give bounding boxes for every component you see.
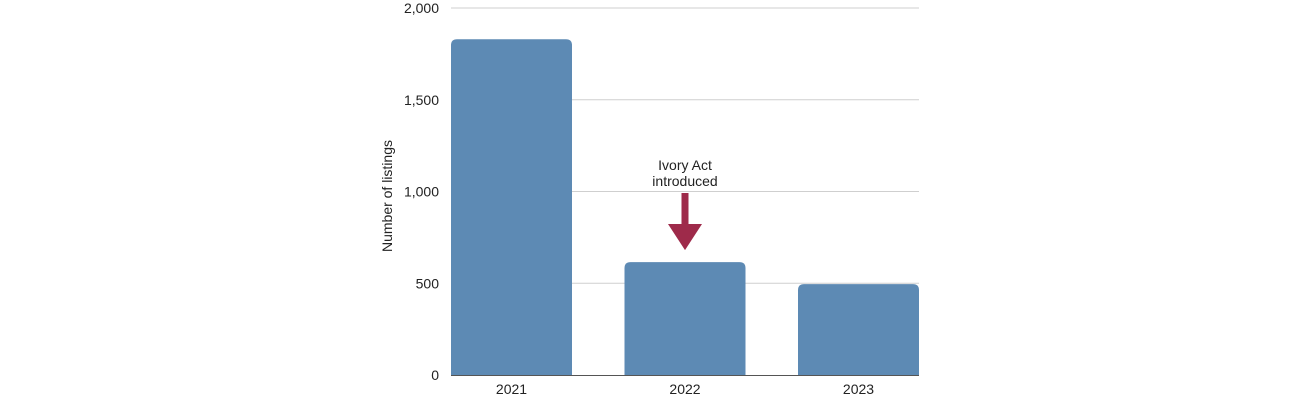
x-tick-label: 2022 — [669, 381, 700, 397]
x-axis-ticks: 2021 2022 2023 — [496, 381, 874, 397]
bar-2021 — [451, 39, 572, 375]
annotation-text: introduced — [652, 173, 717, 189]
y-tick-label: 1,000 — [404, 184, 439, 200]
bar-2022 — [624, 262, 746, 375]
annotation-arrow-head — [668, 224, 702, 251]
y-tick-label: 2,000 — [404, 0, 439, 16]
annotation-arrow-shaft — [681, 193, 689, 224]
y-axis-ticks: 0 500 1,000 1,500 2,000 — [404, 0, 439, 383]
x-tick-label: 2023 — [843, 381, 874, 397]
y-tick-label: 1,500 — [404, 92, 439, 108]
y-axis-title: Number of listings — [379, 140, 395, 252]
annotation-text: Ivory Act — [658, 157, 712, 173]
bars — [451, 39, 919, 376]
y-tick-label: 500 — [416, 275, 440, 291]
x-tick-label: 2021 — [496, 381, 527, 397]
y-tick-label: 0 — [431, 367, 439, 383]
bar-2023 — [798, 284, 919, 375]
